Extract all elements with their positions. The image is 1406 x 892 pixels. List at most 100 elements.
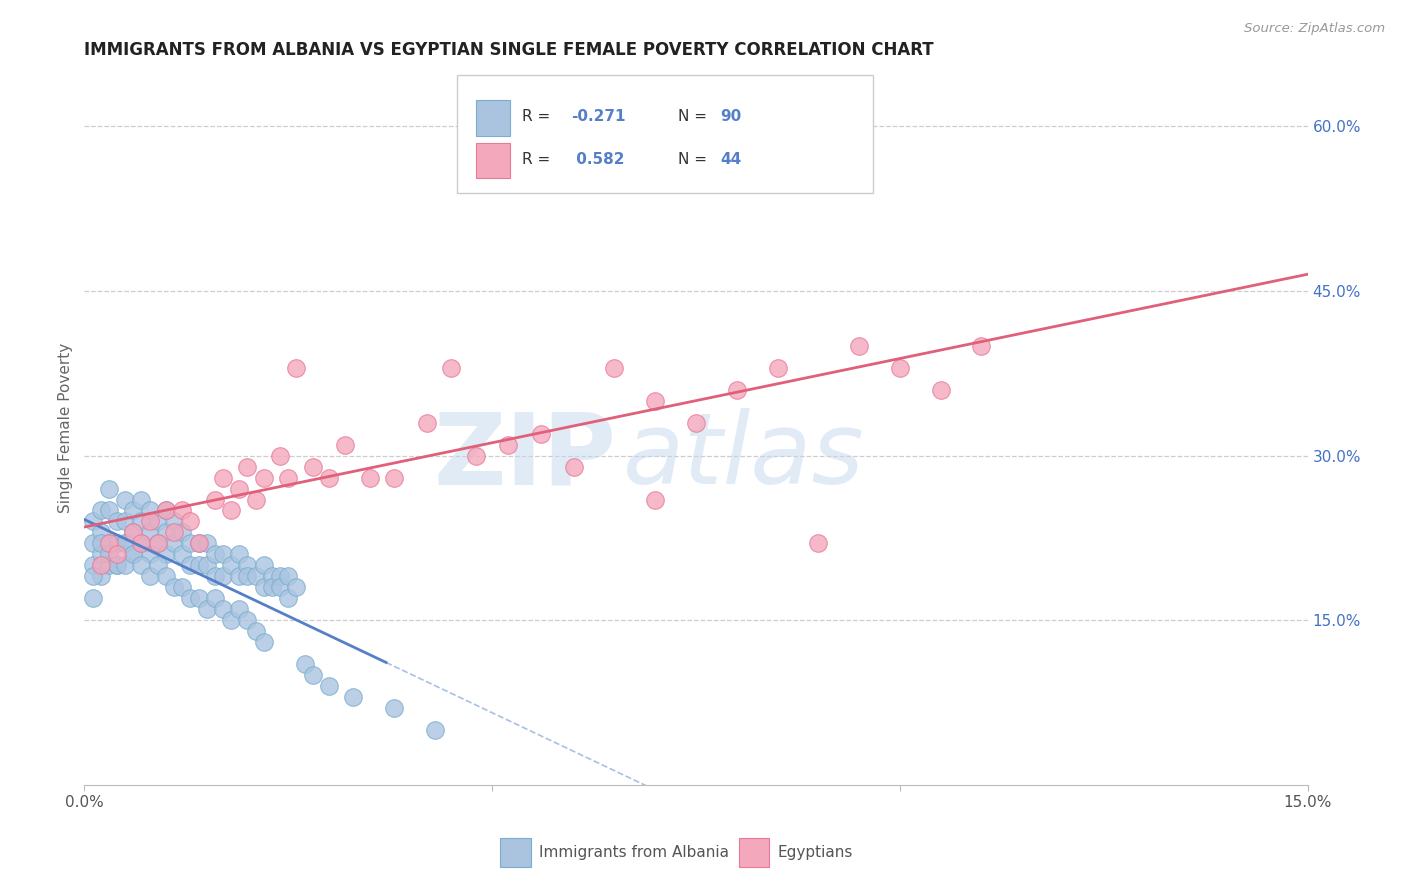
Point <box>236 558 259 573</box>
Point <box>889 360 911 375</box>
Point <box>725 383 748 397</box>
Point <box>138 515 160 529</box>
Point <box>416 416 439 430</box>
Text: R =: R = <box>522 152 555 167</box>
Point <box>122 548 145 562</box>
Point <box>179 558 201 573</box>
Point <box>335 437 357 451</box>
Point <box>146 536 169 550</box>
Point <box>97 558 120 573</box>
Point <box>187 591 209 606</box>
Point <box>90 536 112 550</box>
Point <box>172 548 194 562</box>
Point <box>105 548 128 562</box>
Text: IMMIGRANTS FROM ALBANIA VS EGYPTIAN SINGLE FEMALE POVERTY CORRELATION CHART: IMMIGRANTS FROM ALBANIA VS EGYPTIAN SING… <box>84 41 934 59</box>
Point <box>163 525 186 540</box>
Point <box>82 558 104 573</box>
Point <box>318 470 340 484</box>
Point <box>90 548 112 562</box>
Point <box>155 569 177 583</box>
Point <box>212 548 235 562</box>
Point <box>138 525 160 540</box>
Point <box>236 569 259 583</box>
Point <box>260 569 283 583</box>
Text: Egyptians: Egyptians <box>778 846 853 860</box>
Point <box>269 569 291 583</box>
FancyBboxPatch shape <box>501 838 531 867</box>
Text: atlas: atlas <box>623 409 865 505</box>
Point <box>195 558 218 573</box>
Point <box>82 536 104 550</box>
Point <box>212 470 235 484</box>
Text: -0.271: -0.271 <box>571 109 626 124</box>
Point <box>146 515 169 529</box>
Text: R =: R = <box>522 109 555 124</box>
Point <box>155 525 177 540</box>
Point <box>530 426 553 441</box>
Point <box>114 536 136 550</box>
Text: 90: 90 <box>720 109 742 124</box>
Point <box>970 339 993 353</box>
Point <box>122 503 145 517</box>
Point <box>163 536 186 550</box>
Point <box>228 482 250 496</box>
Point <box>187 536 209 550</box>
Point <box>661 174 683 188</box>
Point <box>82 591 104 606</box>
Point <box>253 635 276 649</box>
Point <box>269 449 291 463</box>
Point <box>236 459 259 474</box>
Point <box>766 360 789 375</box>
Point <box>146 536 169 550</box>
Point <box>146 558 169 573</box>
Point <box>253 470 276 484</box>
Point <box>440 360 463 375</box>
Point <box>131 536 153 550</box>
FancyBboxPatch shape <box>457 75 873 193</box>
Point <box>179 536 201 550</box>
Point <box>172 580 194 594</box>
Point <box>155 503 177 517</box>
Point <box>163 515 186 529</box>
Point <box>848 339 870 353</box>
Point <box>179 591 201 606</box>
Text: Immigrants from Albania: Immigrants from Albania <box>540 846 730 860</box>
Point <box>82 515 104 529</box>
FancyBboxPatch shape <box>738 838 769 867</box>
FancyBboxPatch shape <box>475 143 510 178</box>
Point <box>90 525 112 540</box>
Point <box>301 668 323 682</box>
Point <box>97 548 120 562</box>
Point <box>498 437 520 451</box>
Point <box>105 536 128 550</box>
Point <box>97 536 120 550</box>
Point <box>301 459 323 474</box>
Point <box>105 515 128 529</box>
Point <box>382 701 405 715</box>
Point <box>122 525 145 540</box>
Point <box>105 558 128 573</box>
Point <box>253 580 276 594</box>
Point <box>187 536 209 550</box>
Point <box>277 591 299 606</box>
Point <box>294 657 316 672</box>
Point <box>253 558 276 573</box>
Point <box>90 558 112 573</box>
Point <box>219 613 242 627</box>
Point <box>277 569 299 583</box>
Point <box>179 515 201 529</box>
Point <box>114 558 136 573</box>
Point <box>644 492 666 507</box>
Point <box>114 536 136 550</box>
Text: N =: N = <box>678 152 711 167</box>
Point <box>90 503 112 517</box>
Point <box>245 569 267 583</box>
Point <box>204 569 226 583</box>
Point <box>219 503 242 517</box>
Point <box>382 470 405 484</box>
Point <box>114 515 136 529</box>
Point <box>155 503 177 517</box>
Point <box>195 536 218 550</box>
Point <box>260 580 283 594</box>
Point <box>172 503 194 517</box>
